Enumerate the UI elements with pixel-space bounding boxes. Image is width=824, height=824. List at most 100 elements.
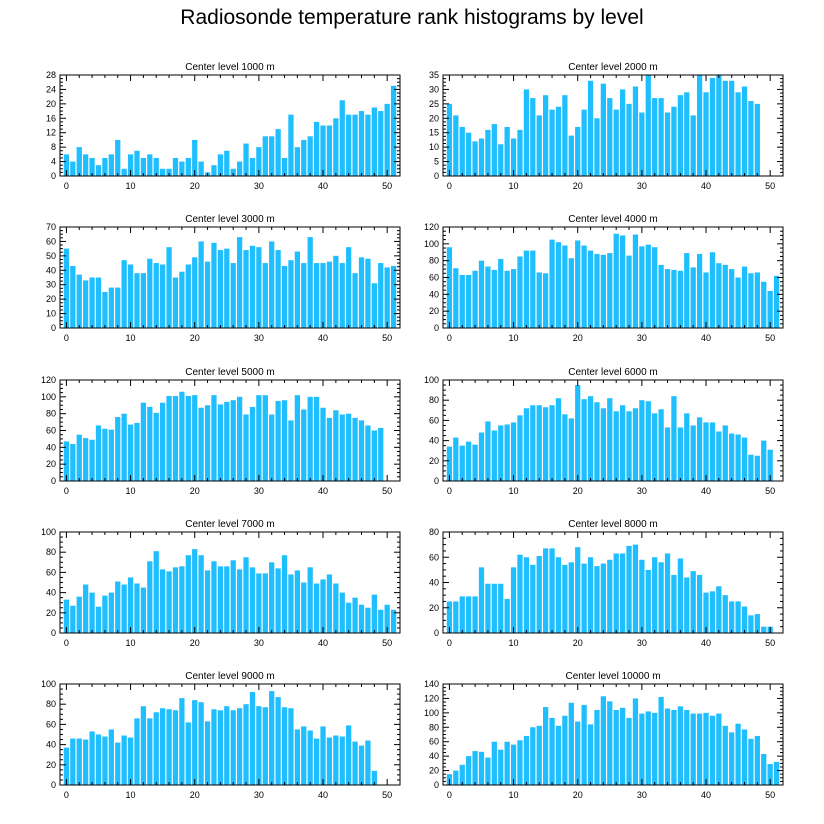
bar <box>134 150 140 176</box>
bar <box>485 129 491 176</box>
bar <box>729 601 735 633</box>
bar <box>716 431 722 481</box>
bar <box>83 154 89 176</box>
x-tick-label: 10 <box>509 333 519 343</box>
bar <box>224 706 230 785</box>
bar <box>134 583 140 633</box>
bar <box>658 409 664 481</box>
bar <box>262 573 268 633</box>
bar <box>288 260 294 328</box>
bar <box>172 395 179 481</box>
bar <box>677 95 683 176</box>
y-tick-label: 35 <box>429 70 439 80</box>
bar <box>510 744 517 785</box>
bar <box>485 266 491 328</box>
bar <box>192 139 198 176</box>
bar <box>722 80 728 176</box>
y-tick-label: 100 <box>424 708 439 718</box>
bar <box>664 269 671 328</box>
bar <box>294 729 300 785</box>
bar <box>639 713 645 785</box>
bar <box>491 269 497 328</box>
bar <box>301 139 307 176</box>
bar <box>626 255 632 328</box>
x-tick-label: 40 <box>701 181 711 191</box>
bar <box>696 75 703 176</box>
y-tick-label: 30 <box>46 280 56 290</box>
bar <box>549 405 555 481</box>
bar <box>761 440 767 481</box>
bar <box>453 115 459 176</box>
bar <box>217 250 224 328</box>
bar <box>192 549 198 633</box>
bar <box>729 80 735 176</box>
x-tick-label: 40 <box>318 638 328 648</box>
bar <box>664 427 671 481</box>
bar <box>716 713 722 785</box>
y-tick-label: 0 <box>434 780 439 790</box>
bar <box>613 709 619 785</box>
bar <box>102 595 108 633</box>
y-tick-label: 40 <box>46 588 56 598</box>
bar <box>466 441 472 481</box>
bar <box>722 595 728 634</box>
bar <box>530 564 536 633</box>
bar <box>600 83 607 176</box>
x-tick-label: 50 <box>765 181 775 191</box>
bar <box>179 698 185 785</box>
bar <box>504 741 510 785</box>
bar <box>575 721 581 785</box>
bar <box>600 408 607 481</box>
bar <box>108 592 114 633</box>
bar <box>365 258 371 328</box>
bar <box>358 604 365 633</box>
bar <box>230 263 236 328</box>
bar <box>346 725 352 785</box>
bar <box>671 269 677 328</box>
x-tick-label: 50 <box>765 638 775 648</box>
y-tick-label: 80 <box>46 699 56 709</box>
bar <box>185 722 191 785</box>
bar <box>301 582 307 633</box>
bar <box>76 147 82 176</box>
bar <box>523 735 530 785</box>
bar <box>127 154 134 176</box>
y-tick-label: 80 <box>429 395 439 405</box>
bar <box>639 559 645 633</box>
bar <box>562 245 568 328</box>
bar <box>446 247 453 328</box>
y-tick-label: 0 <box>51 780 56 790</box>
x-tick-label: 30 <box>637 333 647 343</box>
x-tick-label: 20 <box>190 638 200 648</box>
bar <box>466 596 472 633</box>
bar <box>549 548 555 633</box>
bar <box>185 555 191 633</box>
bar <box>224 566 230 633</box>
bar <box>70 605 76 633</box>
bar <box>140 273 147 328</box>
x-tick-label: 30 <box>254 486 264 496</box>
bar <box>543 407 549 481</box>
bar <box>645 244 651 328</box>
bar <box>632 234 639 328</box>
bar <box>619 235 626 328</box>
bar <box>333 255 339 328</box>
bar <box>536 405 542 481</box>
x-tick-label: 50 <box>382 790 392 800</box>
bar <box>198 241 204 328</box>
bar <box>485 583 491 633</box>
bar <box>63 441 70 481</box>
bar <box>741 266 748 328</box>
bar <box>307 567 313 633</box>
y-tick-label: 20 <box>429 113 439 123</box>
bar <box>478 567 485 633</box>
bar <box>204 721 211 785</box>
y-tick-label: 120 <box>424 222 439 232</box>
bar <box>600 254 607 328</box>
y-tick-label: 30 <box>429 84 439 94</box>
bar <box>269 136 275 176</box>
bar <box>365 740 371 785</box>
bar <box>127 737 134 785</box>
y-tick-label: 40 <box>46 442 56 452</box>
bar <box>530 405 536 481</box>
